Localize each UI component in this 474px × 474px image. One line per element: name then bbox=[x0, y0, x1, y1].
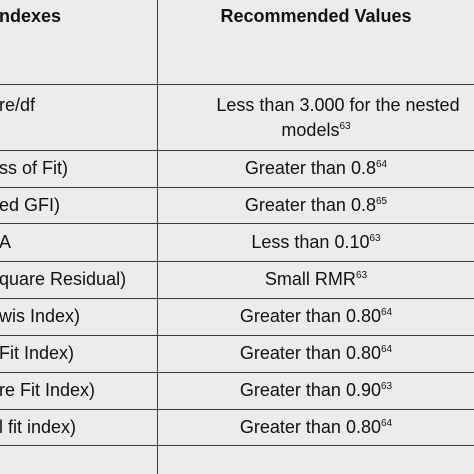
row-divider bbox=[0, 445, 474, 446]
header-recommended-values: Recommended Values bbox=[220, 6, 412, 26]
value-text: Greater than 0.90 bbox=[239, 380, 381, 400]
value-cell: Small RMR63 bbox=[158, 268, 474, 290]
value-cell: Less than 0.1063 bbox=[158, 231, 474, 253]
index-cell: l fit index) bbox=[0, 417, 77, 437]
value-text: Greater than 0.80 bbox=[239, 417, 381, 437]
reference-sup: 64 bbox=[375, 159, 388, 170]
row-divider bbox=[0, 223, 474, 224]
value-text: Less than 0.10 bbox=[251, 232, 370, 252]
value-text: Small RMR bbox=[264, 269, 356, 289]
index-cell: quare Residual) bbox=[0, 269, 127, 289]
value-cell-line2: models63 bbox=[158, 119, 474, 141]
index-cell: re/df bbox=[0, 95, 36, 115]
reference-sup: 63 bbox=[339, 121, 351, 132]
reference-sup: 63 bbox=[380, 381, 393, 392]
value-cell-line1-wrap: Less than 3.000 for the nested bbox=[158, 94, 474, 116]
reference-sup: 65 bbox=[375, 196, 388, 207]
value-text: Greater than 0.8 bbox=[244, 195, 376, 215]
index-cell: wis Index) bbox=[0, 306, 81, 326]
row-divider bbox=[0, 150, 474, 151]
value-cell-line1: Less than 3.000 for the nested bbox=[216, 95, 460, 115]
reference-sup: 63 bbox=[355, 270, 368, 281]
reference-sup: 63 bbox=[369, 233, 381, 244]
row-divider bbox=[0, 372, 474, 373]
value-cell: Greater than 0.8064 bbox=[158, 416, 474, 438]
reference-sup: 64 bbox=[380, 307, 393, 318]
value-text: Greater than 0.80 bbox=[239, 343, 381, 363]
reference-sup: 64 bbox=[380, 344, 393, 355]
value-text: models bbox=[281, 120, 340, 140]
index-cell: ed GFI) bbox=[0, 195, 61, 215]
row-divider bbox=[0, 84, 474, 85]
value-text: Greater than 0.80 bbox=[239, 306, 381, 326]
value-text: Greater than 0.8 bbox=[244, 158, 376, 178]
reference-sup: 64 bbox=[380, 418, 393, 429]
row-divider bbox=[0, 261, 474, 262]
header-indexes: ndexes bbox=[0, 6, 62, 26]
index-cell: ss of Fit) bbox=[0, 158, 69, 178]
index-cell: re Fit Index) bbox=[0, 380, 96, 400]
value-cell: Greater than 0.865 bbox=[158, 194, 474, 216]
row-divider bbox=[0, 187, 474, 188]
row-divider bbox=[0, 335, 474, 336]
value-cell: Greater than 0.864 bbox=[158, 157, 474, 179]
row-divider bbox=[0, 298, 474, 299]
index-cell: Fit Index) bbox=[0, 343, 75, 363]
value-cell: Greater than 0.8064 bbox=[158, 305, 474, 327]
index-cell: A bbox=[0, 232, 12, 252]
column-divider bbox=[157, 0, 158, 474]
row-divider bbox=[0, 409, 474, 410]
value-cell: Greater than 0.8064 bbox=[158, 342, 474, 364]
value-cell: Greater than 0.9063 bbox=[158, 379, 474, 401]
